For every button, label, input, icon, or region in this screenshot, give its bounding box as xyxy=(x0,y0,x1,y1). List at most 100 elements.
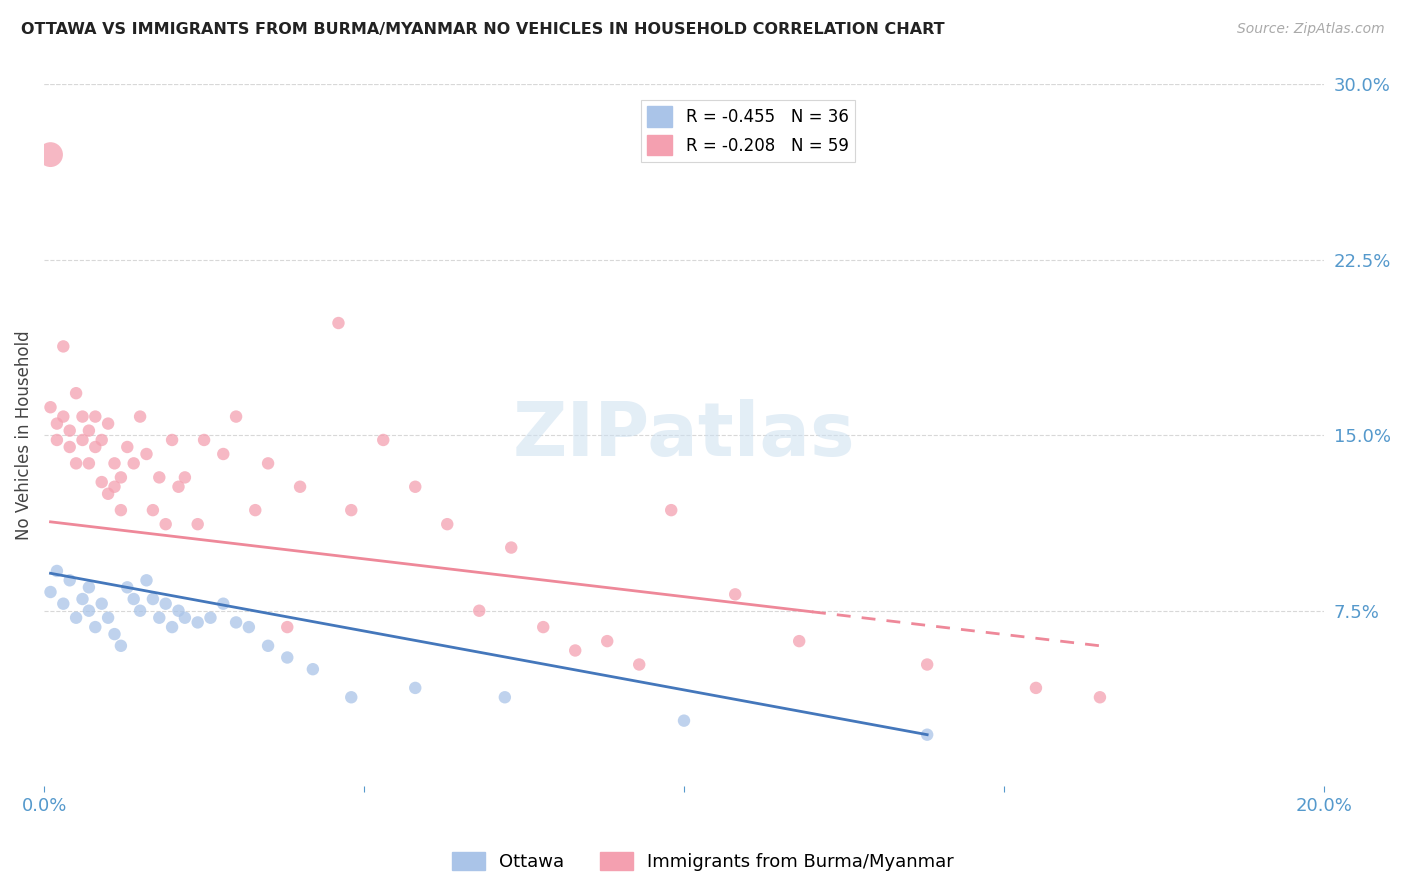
Point xyxy=(501,541,523,555)
Point xyxy=(72,592,94,607)
Point xyxy=(110,503,132,517)
Point xyxy=(129,604,152,618)
Point xyxy=(187,615,209,630)
Point xyxy=(173,611,195,625)
Point xyxy=(52,597,75,611)
Point xyxy=(110,639,132,653)
Point xyxy=(193,433,215,447)
Point xyxy=(225,409,247,424)
Point xyxy=(129,409,152,424)
Point xyxy=(148,611,170,625)
Point xyxy=(340,503,363,517)
Text: Source: ZipAtlas.com: Source: ZipAtlas.com xyxy=(1237,22,1385,37)
Point xyxy=(90,597,112,611)
Point xyxy=(468,604,491,618)
Point xyxy=(373,433,395,447)
Point xyxy=(97,611,120,625)
Point xyxy=(276,620,298,634)
Point xyxy=(340,690,363,705)
Point xyxy=(564,643,586,657)
Point xyxy=(787,634,810,648)
Point xyxy=(84,620,107,634)
Point xyxy=(187,517,209,532)
Point xyxy=(122,456,145,470)
Point xyxy=(436,517,458,532)
Point xyxy=(238,620,260,634)
Point xyxy=(672,714,695,728)
Point xyxy=(135,447,157,461)
Point xyxy=(1025,681,1047,695)
Point xyxy=(225,615,247,630)
Point xyxy=(52,339,75,353)
Point xyxy=(288,480,311,494)
Point xyxy=(173,470,195,484)
Text: ZIPatlas: ZIPatlas xyxy=(513,399,855,472)
Point xyxy=(167,480,190,494)
Point xyxy=(155,597,177,611)
Point xyxy=(257,639,280,653)
Point xyxy=(257,456,280,470)
Point xyxy=(65,386,87,401)
Point xyxy=(212,597,235,611)
Point xyxy=(122,592,145,607)
Point xyxy=(200,611,222,625)
Point xyxy=(45,417,67,431)
Point xyxy=(404,681,426,695)
Point xyxy=(148,470,170,484)
Point xyxy=(84,409,107,424)
Point xyxy=(167,604,190,618)
Point xyxy=(103,456,125,470)
Point xyxy=(77,424,100,438)
Point xyxy=(135,574,157,588)
Point xyxy=(531,620,554,634)
Point xyxy=(77,580,100,594)
Point xyxy=(45,433,67,447)
Point xyxy=(103,480,125,494)
Point xyxy=(494,690,516,705)
Point xyxy=(596,634,619,648)
Point xyxy=(84,440,107,454)
Point xyxy=(59,424,82,438)
Point xyxy=(404,480,426,494)
Y-axis label: No Vehicles in Household: No Vehicles in Household xyxy=(15,330,32,540)
Point xyxy=(90,433,112,447)
Point xyxy=(97,417,120,431)
Point xyxy=(142,503,165,517)
Point xyxy=(117,580,139,594)
Point xyxy=(59,574,82,588)
Point xyxy=(52,409,75,424)
Point xyxy=(212,447,235,461)
Point xyxy=(142,592,165,607)
Point xyxy=(39,401,62,415)
Point xyxy=(160,433,183,447)
Point xyxy=(72,409,94,424)
Point xyxy=(103,627,125,641)
Point xyxy=(117,440,139,454)
Point xyxy=(90,475,112,489)
Point xyxy=(65,611,87,625)
Point xyxy=(72,433,94,447)
Point xyxy=(110,470,132,484)
Point xyxy=(39,147,62,161)
Point xyxy=(659,503,682,517)
Point xyxy=(97,487,120,501)
Point xyxy=(155,517,177,532)
Point xyxy=(328,316,350,330)
Point xyxy=(59,440,82,454)
Point xyxy=(915,657,938,672)
Point xyxy=(39,585,62,599)
Point xyxy=(77,604,100,618)
Point xyxy=(276,650,298,665)
Point xyxy=(65,456,87,470)
Legend: Ottawa, Immigrants from Burma/Myanmar: Ottawa, Immigrants from Burma/Myanmar xyxy=(444,845,962,879)
Point xyxy=(724,587,747,601)
Point xyxy=(45,564,67,578)
Point xyxy=(160,620,183,634)
Point xyxy=(915,728,938,742)
Text: OTTAWA VS IMMIGRANTS FROM BURMA/MYANMAR NO VEHICLES IN HOUSEHOLD CORRELATION CHA: OTTAWA VS IMMIGRANTS FROM BURMA/MYANMAR … xyxy=(21,22,945,37)
Point xyxy=(628,657,651,672)
Point xyxy=(1088,690,1111,705)
Point xyxy=(302,662,325,676)
Legend: R = -0.455   N = 36, R = -0.208   N = 59: R = -0.455 N = 36, R = -0.208 N = 59 xyxy=(641,100,855,162)
Point xyxy=(245,503,267,517)
